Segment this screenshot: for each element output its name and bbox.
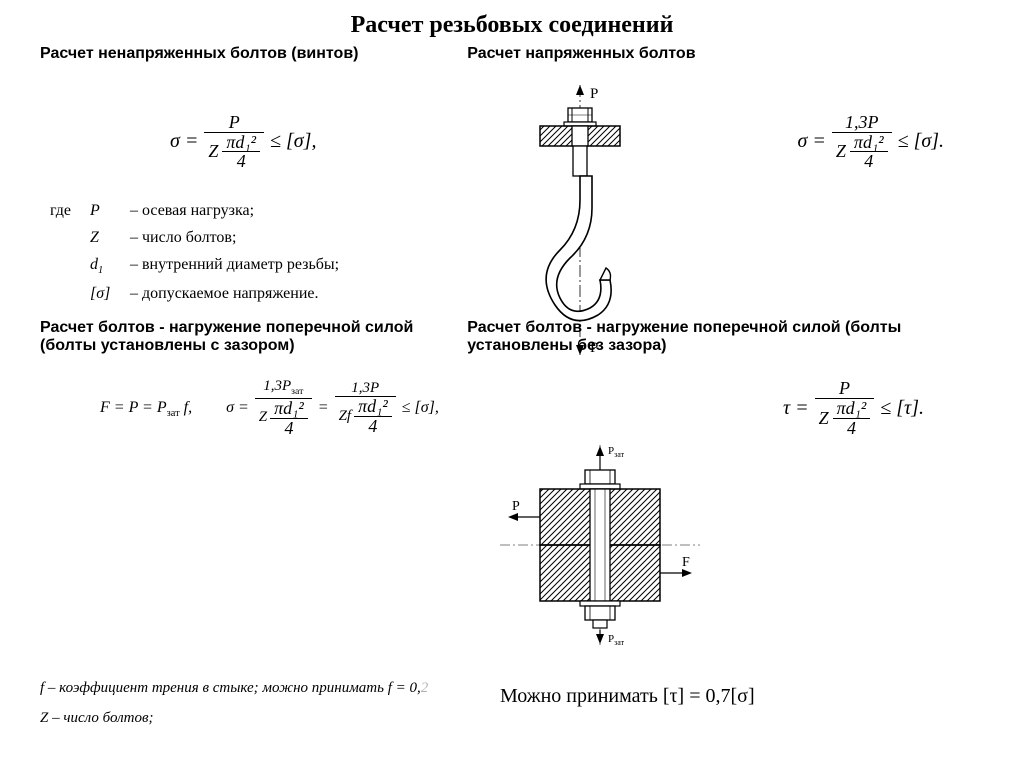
f1r-denpre: Z	[836, 142, 846, 161]
f2l-dennum: πd₁²	[270, 399, 308, 418]
section2-left-heading: Расчет болтов - нагружение поперечной си…	[40, 319, 467, 355]
f2l-num2: 1,3P	[347, 381, 383, 397]
f2r-dennum: πd₁²	[833, 399, 871, 418]
f2r-denpre: Z	[819, 409, 829, 428]
note-left-2: Z – число болтов;	[40, 710, 153, 727]
legend-desc-3: – допускаемое напряжение.	[130, 280, 319, 307]
f2l-denden: 4	[280, 419, 297, 438]
section1-right-heading: Расчет напряженных болтов	[467, 45, 984, 63]
f2l-lhs: σ =	[226, 399, 249, 417]
legend-desc-0: – осевая нагрузка;	[130, 197, 254, 224]
note-right: Можно принимать [τ] = 0,7[σ]	[500, 685, 755, 708]
hook-label-bottom: P	[590, 340, 598, 356]
formula1-left: σ = P Z πd₁² 4 ≤ [σ],	[40, 97, 467, 187]
f1r-denden: 4	[860, 152, 877, 171]
f1l-num: P	[225, 113, 244, 132]
f2l-tail: ≤ [σ],	[402, 399, 439, 417]
page-title: Расчет резьбовых соединений	[0, 0, 1024, 45]
f2r-denden: 4	[843, 419, 860, 438]
bolt-label-bottom: Pзат	[608, 633, 625, 647]
formula2-right: τ = P Z πd₁² 4 ≤ [τ].	[783, 379, 924, 438]
f1l-denpre: Z	[208, 142, 218, 161]
section1-headings: Расчет ненапряженных болтов (винтов) Рас…	[0, 45, 1024, 67]
f1r-num: 1,3P	[841, 113, 883, 132]
formula1-right: σ = 1,3P Z πd₁² 4 ≤ [σ].	[798, 97, 944, 187]
f2l-midden: Zf	[339, 409, 352, 425]
f2r-lhs: τ =	[783, 397, 809, 420]
legend-sym-0: P	[90, 197, 130, 224]
bolt-label-top: Pзат	[608, 445, 625, 459]
formula2-left-1: F = P = Pзат f,	[100, 399, 192, 419]
f1l-denden: 4	[233, 152, 250, 171]
f2l-dennum2: πd₁²	[354, 397, 392, 416]
legend-desc-1: – число болтов;	[130, 224, 236, 251]
bolt-label-left: P	[512, 499, 520, 514]
f1r-tail: ≤ [σ].	[898, 130, 944, 153]
legend-sym-3: [σ]	[90, 280, 130, 307]
f2l-denden2: 4	[364, 417, 381, 436]
f2r-num: P	[835, 379, 854, 398]
f1l-tail: ≤ [σ],	[270, 130, 316, 153]
hook-label-top: P	[590, 86, 598, 102]
legend-sym-2: d1	[90, 251, 130, 280]
f1r-lhs: σ =	[798, 130, 826, 153]
hook-diagram: P P	[500, 80, 660, 360]
f2l-denpre: Z	[259, 410, 267, 426]
legend-sym-1: Z	[90, 224, 130, 251]
f1l-lhs: σ =	[170, 130, 198, 153]
formula2-left-2: σ = 1,3Pзат Z πd₁² 4 = 1,3P Zf	[226, 379, 439, 437]
legend-intro: где	[50, 197, 90, 224]
note-left-1: f – коэффициент трения в стыке; можно пр…	[40, 680, 428, 697]
bolt-label-right: F	[682, 555, 690, 570]
f1r-dennum: πd₁²	[850, 133, 888, 152]
bolt-diagram: Pзат Pзат P F	[490, 440, 710, 650]
f2r-tail: ≤ [τ].	[880, 397, 924, 420]
section1-left-heading: Расчет ненапряженных болтов (винтов)	[40, 45, 467, 63]
legend-desc-2: – внутренний диаметр резьбы;	[130, 251, 339, 280]
f1l-dennum: πd₁²	[222, 133, 260, 152]
